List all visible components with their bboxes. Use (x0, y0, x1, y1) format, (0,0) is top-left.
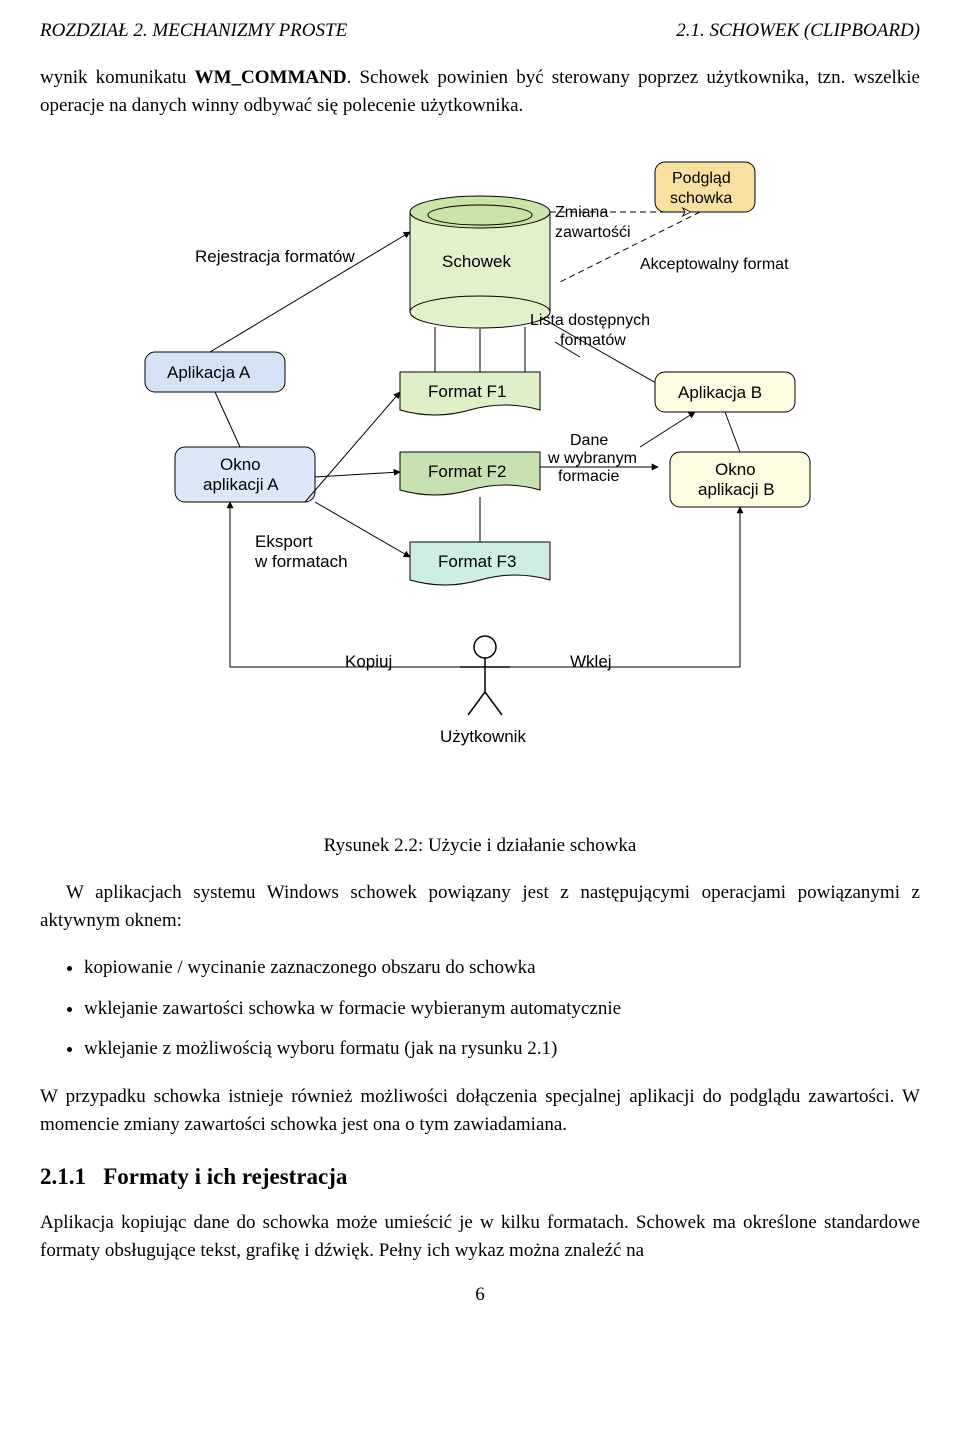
paragraph-2: W aplikacjach systemu Windows schowek po… (40, 879, 920, 934)
bullet-1: kopiowanie / wycinanie zaznaczonego obsz… (84, 953, 920, 983)
edge-eksport-f1 (305, 392, 400, 502)
edge-eksport-f2 (315, 472, 400, 477)
label-dane2: w wybranym (547, 450, 637, 467)
edge-kopiuj (230, 502, 460, 667)
node-aplikacja-a: Aplikacja A (145, 352, 285, 392)
label-zmiana2: zawartośći (555, 224, 631, 241)
svg-text:Aplikacja B: Aplikacja B (678, 383, 762, 402)
node-format-f3: Format F3 (410, 542, 550, 585)
bullet-list: kopiowanie / wycinanie zaznaczonego obsz… (40, 953, 920, 1064)
svg-text:aplikacji A: aplikacji A (203, 475, 279, 494)
edge-wklej (510, 507, 740, 667)
svg-text:Podgląd: Podgląd (672, 170, 731, 187)
svg-text:aplikacji B: aplikacji B (698, 480, 775, 499)
svg-text:Format F1: Format F1 (428, 382, 506, 401)
node-format-f1: Format F1 (400, 372, 540, 415)
page-number: 6 (40, 1284, 920, 1306)
label-dane1: Dane (570, 432, 608, 449)
bullet-2: wklejanie zawartości schowka w formacie … (84, 994, 920, 1024)
subsection-heading: 2.1.1 Formaty i ich rejestracja (40, 1164, 920, 1190)
header-left: ROZDZIAŁ 2. MECHANIZMY PROSTE (40, 20, 347, 42)
label-kopiuj: Kopiuj (345, 652, 392, 671)
figure-2-2: Schowek Podgląd schowka Zmiana zawartość… (40, 147, 920, 817)
svg-text:Okno: Okno (220, 455, 261, 474)
label-akcept: Akceptowalny format (640, 256, 789, 273)
svg-text:Format F2: Format F2 (428, 462, 506, 481)
svg-text:Format F3: Format F3 (438, 552, 516, 571)
label-rejestracja: Rejestracja formatów (195, 247, 355, 266)
edge-dane-up (640, 412, 695, 447)
label-eksport1: Eksport (255, 532, 313, 551)
edge-eksport-f3 (315, 502, 410, 557)
actor-uzytkownik: Użytkownik (440, 636, 526, 746)
node-schowek: Schowek (410, 196, 550, 328)
node-okno-b: Okno aplikacji B (670, 452, 810, 507)
node-okno-a: Okno aplikacji A (175, 447, 315, 502)
label-wklej: Wklej (570, 652, 612, 671)
svg-text:Schowek: Schowek (442, 252, 511, 271)
node-format-f2: Format F2 (400, 452, 540, 495)
label-dane3: formacie (558, 468, 619, 485)
edge-appa-oknoa (215, 392, 240, 447)
label-eksport2: w formatach (254, 552, 348, 571)
label-lista1: Lista dostępnych (530, 312, 650, 329)
paragraph-3: W przypadku schowka istnieje również moż… (40, 1083, 920, 1138)
figure-caption: Rysunek 2.2: Użycie i działanie schowka (40, 835, 920, 857)
page-header: ROZDZIAŁ 2. MECHANIZMY PROSTE 2.1. SCHOW… (40, 20, 920, 42)
edge-appb-oknob (725, 412, 740, 452)
node-podglad: Podgląd schowka (655, 162, 755, 212)
svg-text:Okno: Okno (715, 460, 756, 479)
bullet-3: wklejanie z możliwością wyboru formatu (… (84, 1034, 920, 1064)
svg-text:schowka: schowka (670, 190, 732, 207)
node-aplikacja-b: Aplikacja B (655, 372, 795, 412)
svg-text:Aplikacja A: Aplikacja A (167, 363, 251, 382)
paragraph-4: Aplikacja kopiując dane do schowka może … (40, 1209, 920, 1264)
header-right: 2.1. SCHOWEK (CLIPBOARD) (676, 20, 920, 42)
intro-paragraph: wynik komunikatu WM_COMMAND. Schowek pow… (40, 64, 920, 119)
svg-text:Użytkownik: Użytkownik (440, 727, 526, 746)
